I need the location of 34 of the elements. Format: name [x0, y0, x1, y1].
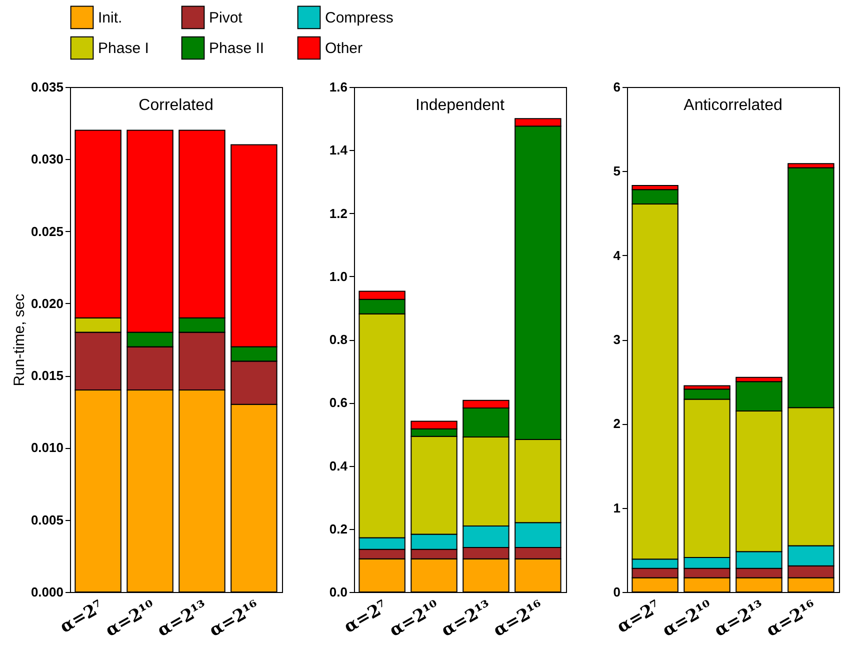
y-tick-label: 4 — [613, 248, 622, 263]
y-tick-label: 0.025 — [30, 224, 64, 239]
y-tick-label: 1.0 — [329, 268, 348, 284]
legend-label: Other — [325, 40, 363, 57]
y-tick-label: 0.6 — [329, 395, 348, 410]
y-tick-label: 0 — [613, 584, 620, 600]
y-tick-label: 5 — [613, 164, 620, 179]
y-tick-label: 0.020 — [30, 296, 64, 311]
y-tick-label: 1.6 — [329, 80, 348, 94]
y-tick-label: 0.030 — [30, 152, 64, 167]
y-tick-label: 0.005 — [30, 512, 64, 528]
y-tick-label: 0.010 — [30, 440, 64, 456]
y-tick-label: 1.4 — [329, 142, 348, 158]
y-tick-label: 1 — [613, 500, 620, 516]
text: Anticorrelated — [684, 97, 782, 114]
legend-label: Compress — [325, 9, 394, 26]
y-tick-label: 0.8 — [329, 332, 348, 347]
y-axis-title: Run-time, sec — [10, 293, 28, 386]
y-tick-label: 0.4 — [329, 458, 348, 474]
y-tick-label: 2 — [613, 416, 620, 432]
y-tick-label: 0.035 — [30, 80, 64, 94]
legend-label: Phase I — [98, 40, 149, 57]
legend-label: Init. — [98, 9, 122, 26]
y-tick-label: 6 — [613, 80, 620, 94]
legend-label: Pivot — [209, 9, 244, 26]
y-tick-label: 3 — [613, 332, 620, 347]
y-tick-label: 0.015 — [30, 368, 64, 384]
y-tick-label: 0.2 — [329, 521, 348, 536]
y-tick-label: 1.2 — [329, 206, 348, 221]
y-tick-label: 0.0 — [329, 584, 348, 600]
text: Correlated — [138, 97, 214, 114]
legend-label: Phase II — [209, 40, 264, 57]
y-tick-label: 0.000 — [30, 584, 64, 600]
text: Independent — [416, 97, 506, 114]
